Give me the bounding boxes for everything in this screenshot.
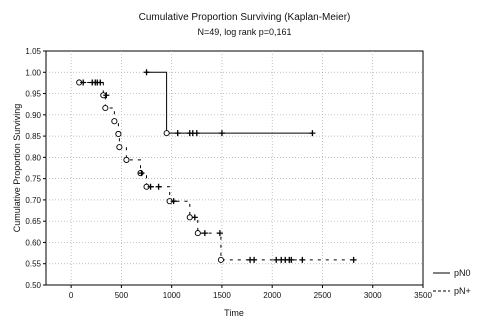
censored-mark xyxy=(80,79,87,86)
legend: pN0 pN+ xyxy=(433,268,471,296)
censored-mark xyxy=(103,92,110,99)
censored-mark xyxy=(350,256,357,263)
x-tick-label: 1000 xyxy=(163,291,181,300)
event-point xyxy=(217,256,224,263)
y-tick-label: 0.55 xyxy=(25,260,41,269)
y-tick-label: 0.85 xyxy=(25,132,41,141)
x-tick-label: 2500 xyxy=(314,291,332,300)
event-point xyxy=(115,130,122,138)
censored-mark xyxy=(155,183,162,190)
censored-mark xyxy=(299,256,306,263)
y-tick-label: 0.50 xyxy=(25,281,41,290)
x-tick-label: 1500 xyxy=(213,291,231,300)
censored-mark xyxy=(251,256,258,263)
series-group xyxy=(76,69,357,263)
chart-subtitle: N=49, log rank p=0,161 xyxy=(197,27,292,37)
grid xyxy=(46,51,423,285)
event-point xyxy=(116,144,123,151)
y-tick-label: 0.65 xyxy=(25,217,41,226)
event-point xyxy=(194,230,201,237)
legend-label-1: pN+ xyxy=(454,286,471,296)
censored-mark xyxy=(147,183,154,190)
censored-mark xyxy=(143,69,150,76)
censored-mark xyxy=(193,130,200,137)
y-tick-label: 1.00 xyxy=(25,68,41,77)
event-point xyxy=(102,104,109,112)
x-tick-label: 3500 xyxy=(414,291,432,300)
y-tick-label: 0.75 xyxy=(25,175,41,184)
censored-mark xyxy=(309,130,316,137)
y-tick-label: 0.90 xyxy=(25,111,41,120)
event-point xyxy=(123,156,130,163)
x-tick-label: 2000 xyxy=(263,291,281,300)
censored-mark xyxy=(288,256,295,263)
event-point xyxy=(111,118,118,125)
censored-mark xyxy=(201,230,208,237)
y-axis-label: Cumulative Proportion Surviving xyxy=(12,104,22,233)
y-ticks: 0.50 0.55 0.60 0.65 0.70 0.75 0.80 0.85 0.90 0.95… xyxy=(25,47,46,290)
censored-mark xyxy=(191,214,198,221)
y-tick-label: 1.05 xyxy=(25,47,41,56)
legend-label-0: pN0 xyxy=(454,268,471,278)
event-point xyxy=(163,130,170,137)
censored-mark xyxy=(218,130,225,137)
series-line-0 xyxy=(146,71,313,134)
censored-mark xyxy=(273,256,280,263)
x-tick-label: 0 xyxy=(69,291,74,300)
censored-mark xyxy=(97,79,104,86)
y-tick-label: 0.95 xyxy=(25,90,41,99)
event-point xyxy=(186,214,193,221)
plot-area xyxy=(45,50,424,286)
censored-mark xyxy=(170,198,177,205)
chart-title: Cumulative Proportion Surviving (Kaplan-… xyxy=(138,12,351,23)
x-ticks: 0 500 1000 1500 2000 2500 3000 3500 xyxy=(69,285,432,300)
y-tick-label: 0.70 xyxy=(25,196,41,205)
censored-mark xyxy=(216,230,223,237)
y-tick-label: 0.60 xyxy=(25,238,41,247)
y-tick-label: 0.80 xyxy=(25,153,41,162)
x-tick-label: 3000 xyxy=(364,291,382,300)
x-tick-label: 500 xyxy=(115,291,129,300)
censored-mark xyxy=(174,130,181,137)
censored-mark xyxy=(138,170,145,177)
x-axis-label: Time xyxy=(224,308,244,318)
